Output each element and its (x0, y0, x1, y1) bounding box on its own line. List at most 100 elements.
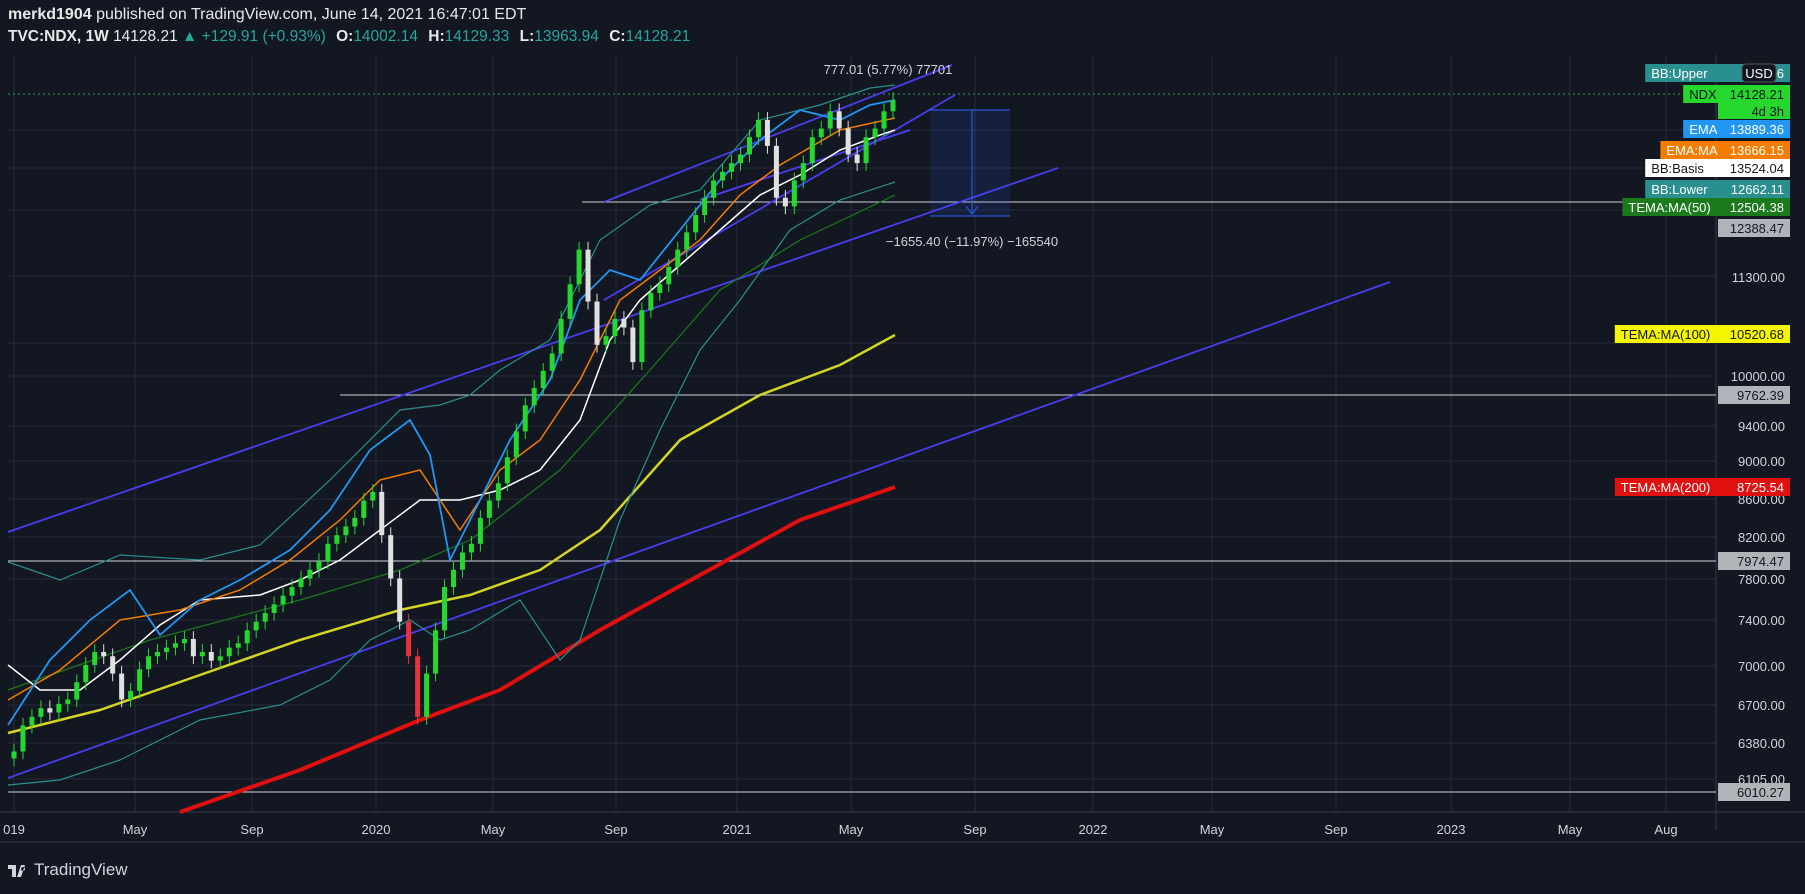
price-tag-value-bg (1718, 325, 1790, 343)
bb-upper-line (7, 84, 896, 581)
candle-body (217, 656, 223, 661)
candle-body (576, 249, 582, 285)
candle-body (442, 587, 448, 631)
candle-body (92, 651, 98, 665)
price-tag-label: TEMA:MA(50) (1628, 200, 1710, 215)
price-tag-value: 7974.47 (1737, 554, 1784, 569)
candle-body (406, 621, 412, 657)
price-tag-label-bg (1645, 159, 1718, 177)
price-tag-value-bg (1718, 198, 1790, 216)
candle-body (29, 716, 35, 726)
candle-body (522, 405, 528, 432)
brand-name: TradingView (34, 860, 128, 879)
price-tag: EMA:MA 13666.15 (1660, 141, 1790, 159)
candle-body (477, 517, 483, 544)
price-tag-label: TEMA:MA(100) (1621, 327, 1711, 342)
candle-body (271, 604, 277, 614)
price-tag-value: 12662.11 (1731, 182, 1784, 197)
x-tick-label: 019 (3, 822, 25, 837)
candle-body (702, 197, 708, 216)
price-tag-value-bg (1718, 85, 1790, 103)
low-value: 13963.94 (534, 28, 599, 45)
price-tag-value: 9762.39 (1737, 388, 1784, 403)
close-value: 14128.21 (625, 28, 691, 45)
candle-body (693, 215, 699, 233)
x-tick-label: May (1200, 822, 1225, 837)
price-tag-label: BB:Upper (1651, 66, 1708, 81)
price-tag: TEMA:MA(200) 8725.54 (1614, 478, 1790, 496)
x-tick-label: Sep (1324, 822, 1347, 837)
candle-body (47, 708, 53, 713)
price-tag-extra-bg (1718, 103, 1790, 119)
candle-body (639, 310, 645, 363)
chart-header: merkd1904 published on TradingView.com, … (8, 6, 526, 24)
publish-info: published on TradingView.com, June 14, 2… (96, 6, 527, 23)
price-tag-label-bg (1645, 180, 1718, 198)
price-tag-label: BB:Lower (1651, 182, 1708, 197)
channel-line-2 (603, 64, 953, 203)
author[interactable]: merkd1904 (8, 6, 92, 23)
candle-body (128, 690, 134, 700)
x-tick-label: Sep (963, 822, 986, 837)
tema100-line (7, 333, 896, 735)
candle-body (379, 491, 385, 536)
candle-body (74, 682, 80, 700)
y-tick-label: 9000.00 (1738, 454, 1785, 469)
candle-body (675, 249, 681, 267)
candle-body (433, 630, 439, 674)
candle-body (720, 171, 726, 181)
price-tag-label: NDX (1689, 87, 1717, 102)
candle-body (307, 569, 313, 579)
tema50-line (7, 194, 896, 691)
bb-lower-line (7, 181, 896, 786)
price-tag-value: 6010.27 (1737, 785, 1784, 800)
candle-body (244, 630, 250, 644)
currency-badge: USD (1745, 66, 1772, 81)
candle-body (585, 249, 591, 302)
x-tick-label: 2020 (362, 822, 391, 837)
candle-body (451, 569, 456, 588)
candle-body (172, 643, 178, 648)
price-tag: 7974.47 (1718, 552, 1790, 570)
price-tag: BB:Lower 12662.11 (1645, 180, 1790, 198)
candle-body (11, 751, 17, 759)
price-tag-value: 10520.68 (1730, 327, 1784, 342)
candle-body (540, 370, 546, 389)
candle-body (881, 111, 887, 129)
candle-body (334, 535, 340, 544)
price-tag: EMA 13889.36 (1683, 120, 1790, 138)
price-tag-value-bg (1718, 219, 1790, 237)
price-tag-label: BB:Basis (1651, 161, 1704, 176)
candle-body (782, 197, 788, 207)
candle-body (827, 111, 833, 129)
y-tick-label: 6700.00 (1738, 698, 1785, 713)
price-tag-label-bg (1614, 325, 1718, 343)
x-tick-label: May (1558, 822, 1583, 837)
candle-body (809, 137, 815, 164)
candle-body (495, 483, 501, 501)
candle-body (415, 656, 421, 717)
x-tick-label: 2022 (1079, 822, 1108, 837)
price-tag-label: EMA (1689, 122, 1718, 137)
candle-body (872, 128, 878, 138)
currency-badge-bg (1741, 63, 1777, 83)
price-tag: NDX 14128.21 4d 3h (1683, 85, 1790, 119)
candle-body (621, 318, 627, 328)
price-tag-value-bg (1718, 141, 1790, 159)
ema-line (7, 99, 896, 726)
candle-body (280, 595, 286, 605)
price-tag: TEMA:MA(50) 12504.38 (1622, 198, 1790, 216)
candle-body (101, 651, 107, 657)
candle-body (208, 651, 214, 661)
candle-body (863, 137, 869, 164)
price-tag-value-bg (1718, 159, 1790, 177)
candle-body (791, 180, 797, 207)
price-tag-value-bg (1718, 783, 1790, 801)
candle-body (513, 431, 519, 458)
x-tick-label: 2023 (1437, 822, 1466, 837)
candle-body (612, 318, 618, 337)
candle-body (146, 656, 152, 670)
candle-body (594, 301, 600, 345)
y-tick-label: 7400.00 (1738, 613, 1785, 628)
